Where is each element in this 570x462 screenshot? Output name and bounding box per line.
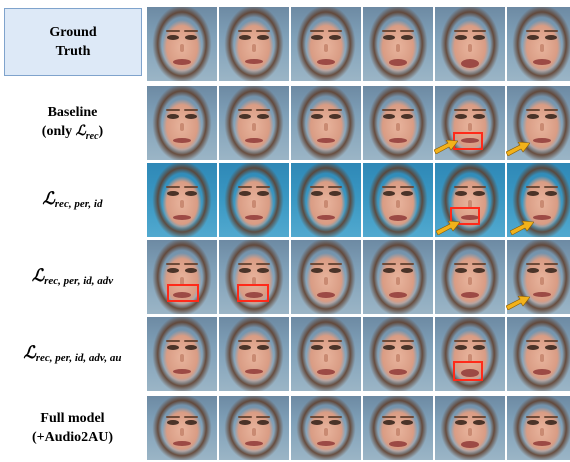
frame-image [507,163,570,237]
frame-image [507,86,570,160]
frame-image [507,396,570,460]
label-math: ℒ [42,188,55,208]
frame-image [147,86,217,160]
highlight-box [237,284,269,302]
label-line1: Ground [49,25,97,40]
frame-image [435,240,505,314]
row-rec-per-id-adv: ℒrec, per, id, adv [0,240,570,316]
label-sub: rec, per, id, adv [44,274,114,287]
row-full-model: Full model (+Audio2AU) [0,394,570,462]
highlight-box [167,284,199,302]
label-sub: rec, per, id, adv, au [35,351,122,364]
label-line1: Full model [40,411,105,426]
label-line2-prefix: (only [41,123,76,139]
label-line2-suffix: ) [98,123,104,139]
frame-image [147,7,217,81]
frame-image [507,317,570,391]
frame-image [147,163,217,237]
frame-image [219,163,289,237]
row-label-rec-per-id-adv-au: ℒrec, per, id, adv, au [0,317,145,393]
frame-image [219,317,289,391]
frame-image [219,396,289,460]
arrow-icon [506,142,530,156]
arrow-icon [506,296,530,310]
label-line2: (+Audio2AU) [31,430,114,445]
frame-image [291,240,361,314]
frame-image [291,317,361,391]
frame-image [363,240,433,314]
frame-image [147,317,217,391]
frame-image [219,86,289,160]
arrow-icon [510,221,534,235]
row-label-ground-truth: Ground Truth [4,8,142,76]
frame-image [147,396,217,460]
frame-image [363,163,433,237]
frame-image [291,86,361,160]
row-label-rec-per-id: ℒrec, per, id [0,163,145,239]
arrow-icon [436,221,460,235]
highlight-box [450,207,480,225]
frame-image [363,86,433,160]
frame-image [291,163,361,237]
frame-image [363,396,433,460]
frame-image [291,7,361,81]
frame-image [435,7,505,81]
frame-image [363,317,433,391]
arrow-icon [434,140,458,154]
label-line2-math: ℒ [75,123,86,139]
frame-image [507,7,570,81]
frame-image [219,240,289,314]
frame-image [435,317,505,391]
label-line2: Truth [55,44,91,59]
label-line1: Baseline [47,104,98,120]
row-label-rec-per-id-adv: ℒrec, per, id, adv [0,240,145,316]
row-baseline: Baseline (only ℒrec) [0,86,570,162]
frame-image [435,396,505,460]
label-line2-sub: rec [85,130,99,142]
row-label-baseline: Baseline (only ℒrec) [0,86,145,162]
frame-image [219,7,289,81]
label-sub: rec, per, id [54,197,103,210]
row-rec-per-id-adv-au: ℒrec, per, id, adv, au [0,317,570,393]
label-math: ℒ [23,342,36,362]
row-ground-truth: Ground Truth [0,4,570,82]
frame-image [363,7,433,81]
frame-image [435,163,505,237]
row-rec-per-id: ℒrec, per, id [0,163,570,239]
frame-image [291,396,361,460]
highlight-box [453,361,483,381]
frame-image [147,240,217,314]
row-label-full-model: Full model (+Audio2AU) [0,394,145,462]
label-math: ℒ [31,265,45,285]
